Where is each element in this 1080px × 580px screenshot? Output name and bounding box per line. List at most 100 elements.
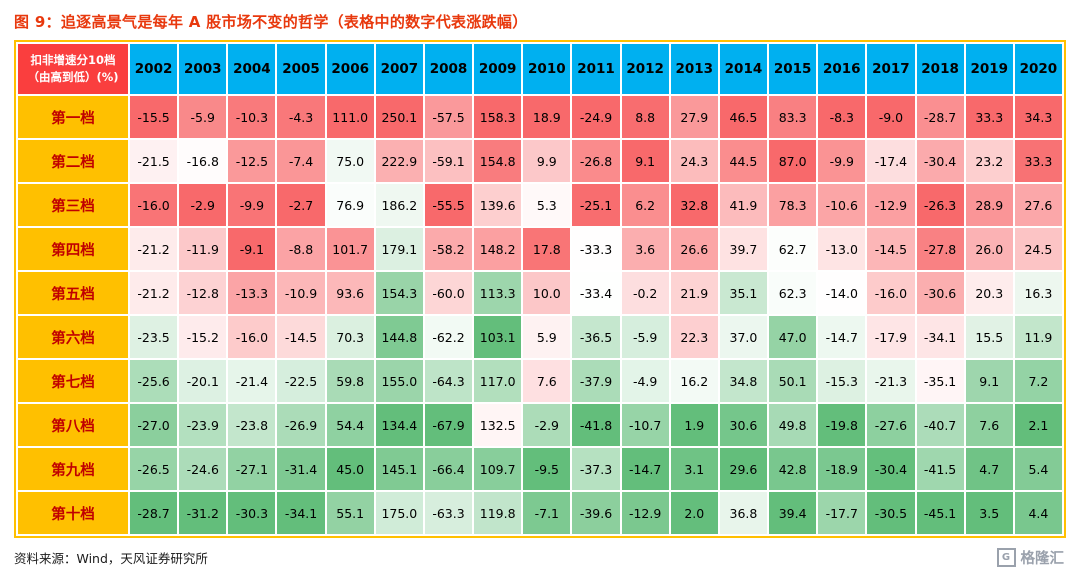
value-cell: 78.3 xyxy=(767,182,819,228)
value-cell: 29.6 xyxy=(717,446,770,492)
value-cell: -33.4 xyxy=(570,270,622,316)
value-cell: -41.8 xyxy=(570,402,622,448)
decile-label: 第十档 xyxy=(16,490,130,536)
value-cell: 30.6 xyxy=(717,402,770,448)
value-cell: -9.1 xyxy=(226,226,278,272)
year-header: 2006 xyxy=(324,42,376,96)
value-cell: 44.5 xyxy=(717,138,770,184)
value-cell: 50.1 xyxy=(767,358,819,404)
value-cell: -27.0 xyxy=(127,402,180,448)
value-cell: 87.0 xyxy=(767,138,819,184)
value-cell: -12.9 xyxy=(619,490,671,536)
value-cell: -63.3 xyxy=(422,490,475,536)
value-cell: 24.5 xyxy=(1012,226,1065,272)
value-cell: -57.5 xyxy=(422,94,475,140)
table-row: 第八档 -27.0 -23.9 -23.8 -26.9 54.4 134.4 -67.9 132… xyxy=(16,402,1065,448)
value-cell: -5.9 xyxy=(619,314,671,360)
value-cell: -21.2 xyxy=(127,270,180,316)
value-cell: -30.6 xyxy=(914,270,966,316)
decile-label: 第二档 xyxy=(16,138,130,184)
value-cell: 145.1 xyxy=(373,446,425,492)
value-cell: 32.8 xyxy=(668,182,720,228)
value-cell: 62.3 xyxy=(767,270,819,316)
value-cell: 15.5 xyxy=(963,314,1015,360)
year-header: 2016 xyxy=(816,42,868,96)
value-cell: 39.4 xyxy=(767,490,819,536)
value-cell: -12.9 xyxy=(865,182,917,228)
value-cell: -15.5 xyxy=(127,94,180,140)
value-cell: -10.3 xyxy=(226,94,278,140)
figure-footer: 资料来源：Wind，天风证券研究所 G 格隆汇 xyxy=(0,538,1080,568)
value-cell: 59.8 xyxy=(324,358,376,404)
value-cell: 154.8 xyxy=(472,138,524,184)
value-cell: -27.6 xyxy=(865,402,917,448)
value-cell: 4.7 xyxy=(963,446,1015,492)
value-cell: -27.8 xyxy=(914,226,966,272)
value-cell: 11.9 xyxy=(1012,314,1065,360)
value-cell: 3.6 xyxy=(619,226,671,272)
value-cell: -12.8 xyxy=(177,270,229,316)
year-header: 2010 xyxy=(521,42,573,96)
value-cell: -21.4 xyxy=(226,358,278,404)
value-cell: 49.8 xyxy=(767,402,819,448)
gelonghui-logo-text: 格隆汇 xyxy=(1020,551,1065,567)
value-cell: -30.5 xyxy=(865,490,917,536)
value-cell: -9.5 xyxy=(521,446,573,492)
value-cell: 119.8 xyxy=(472,490,524,536)
value-cell: 16.2 xyxy=(668,358,720,404)
decile-label: 第四档 xyxy=(16,226,130,272)
value-cell: 8.8 xyxy=(619,94,671,140)
value-cell: -24.9 xyxy=(570,94,622,140)
value-cell: -13.0 xyxy=(816,226,868,272)
value-cell: -16.0 xyxy=(865,270,917,316)
corner-header: 扣非增速分10档 （由高到低）(%) xyxy=(16,42,130,96)
table-row: 第六档 -23.5 -15.2 -16.0 -14.5 70.3 144.8 -62.2 103… xyxy=(16,314,1065,360)
value-cell: -13.3 xyxy=(226,270,278,316)
table-row: 第四档 -21.2 -11.9 -9.1 -8.8 101.7 179.1 -58.2 148.… xyxy=(16,226,1065,272)
value-cell: -18.9 xyxy=(816,446,868,492)
value-cell: -4.9 xyxy=(619,358,671,404)
value-cell: -15.2 xyxy=(177,314,229,360)
year-header: 2014 xyxy=(717,42,770,96)
value-cell: -26.5 xyxy=(127,446,180,492)
value-cell: -34.1 xyxy=(914,314,966,360)
table-row: 第二档 -21.5 -16.8 -12.5 -7.4 75.0 222.9 -59.1 154.… xyxy=(16,138,1065,184)
value-cell: -2.9 xyxy=(177,182,229,228)
value-cell: -4.3 xyxy=(275,94,327,140)
value-cell: -16.0 xyxy=(226,314,278,360)
year-header: 2019 xyxy=(963,42,1015,96)
value-cell: 111.0 xyxy=(324,94,376,140)
value-cell: -33.3 xyxy=(570,226,622,272)
value-cell: 36.8 xyxy=(717,490,770,536)
value-cell: 22.3 xyxy=(668,314,720,360)
year-header: 2007 xyxy=(373,42,425,96)
value-cell: -19.8 xyxy=(816,402,868,448)
value-cell: -55.5 xyxy=(422,182,475,228)
value-cell: 21.9 xyxy=(668,270,720,316)
value-cell: 5.9 xyxy=(521,314,573,360)
value-cell: 39.7 xyxy=(717,226,770,272)
value-cell: -31.4 xyxy=(275,446,327,492)
table-body: 第一档 -15.5 -5.9 -10.3 -4.3 111.0 250.1 -57.5 158.… xyxy=(16,94,1065,536)
value-cell: 9.1 xyxy=(619,138,671,184)
value-cell: -14.0 xyxy=(816,270,868,316)
value-cell: 148.2 xyxy=(472,226,524,272)
year-header: 2018 xyxy=(914,42,966,96)
value-cell: -30.4 xyxy=(914,138,966,184)
value-cell: -31.2 xyxy=(177,490,229,536)
value-cell: 27.6 xyxy=(1012,182,1065,228)
value-cell: 139.6 xyxy=(472,182,524,228)
value-cell: 7.6 xyxy=(521,358,573,404)
value-cell: 155.0 xyxy=(373,358,425,404)
value-cell: -62.2 xyxy=(422,314,475,360)
value-cell: -25.1 xyxy=(570,182,622,228)
value-cell: -14.7 xyxy=(816,314,868,360)
value-cell: 42.8 xyxy=(767,446,819,492)
value-cell: 2.0 xyxy=(668,490,720,536)
value-cell: 250.1 xyxy=(373,94,425,140)
value-cell: -0.2 xyxy=(619,270,671,316)
value-cell: -9.9 xyxy=(226,182,278,228)
value-cell: 18.9 xyxy=(521,94,573,140)
value-cell: -11.9 xyxy=(177,226,229,272)
value-cell: -8.3 xyxy=(816,94,868,140)
